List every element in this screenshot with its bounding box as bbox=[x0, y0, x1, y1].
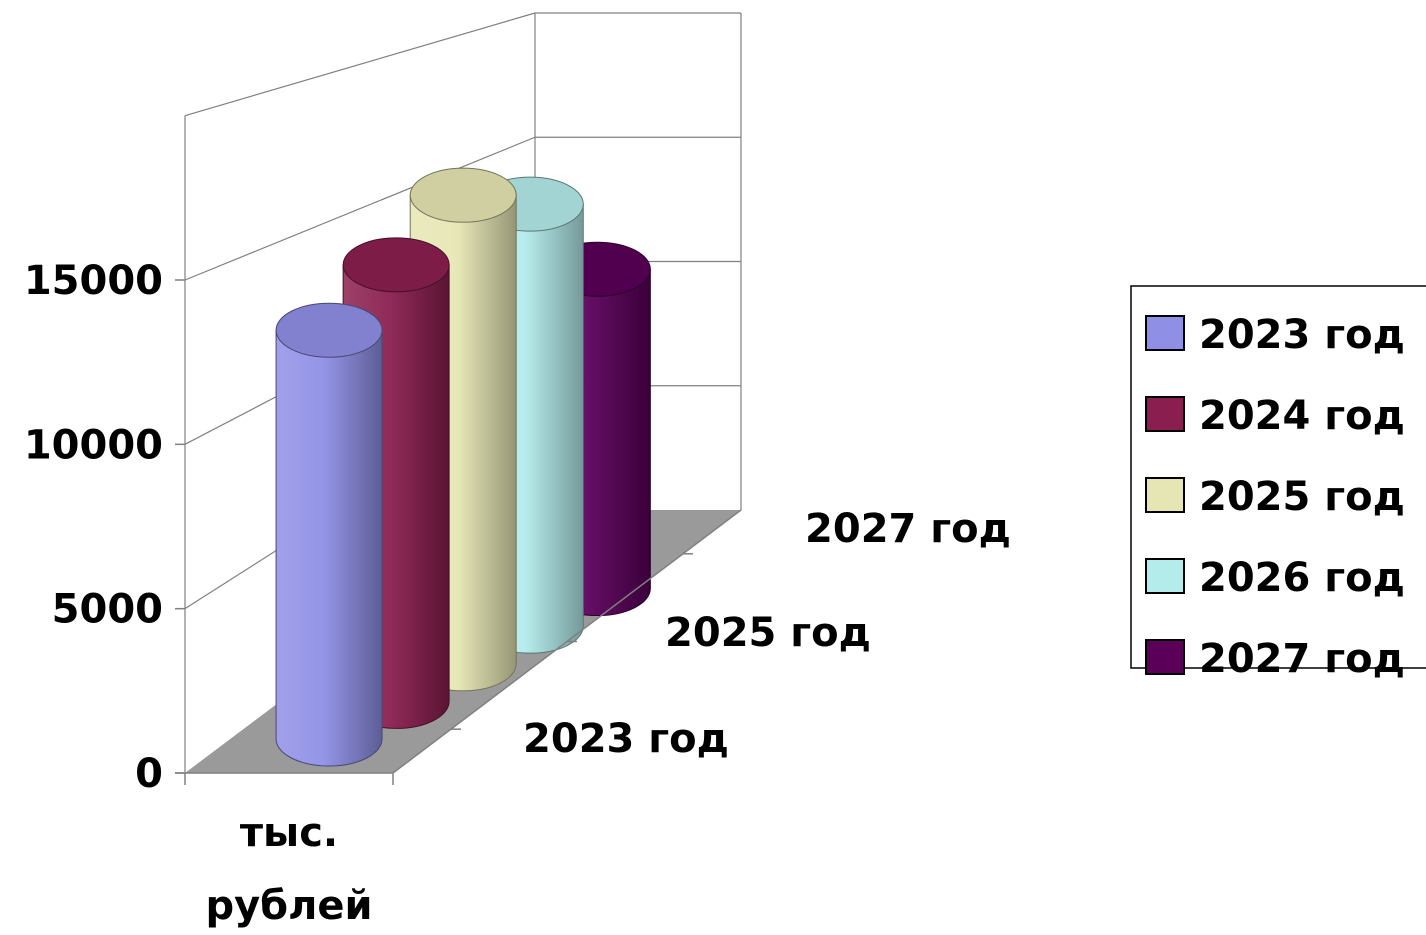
legend-entry-label: 2027 год bbox=[1199, 636, 1405, 682]
legend-entry-label: 2026 год bbox=[1199, 555, 1405, 601]
x-category-label: рублей bbox=[205, 883, 372, 929]
y-tick-label: 10000 bbox=[24, 422, 163, 468]
y-tick-label: 0 bbox=[135, 751, 163, 797]
legend-swatch bbox=[1145, 315, 1185, 351]
legend-entry-label: 2023 год bbox=[1199, 312, 1405, 358]
depth-tick-label: 2027 год bbox=[805, 506, 1011, 552]
cylinder-body bbox=[275, 329, 383, 767]
depth-tick-label: 2023 год bbox=[523, 716, 729, 762]
cylinder-top bbox=[275, 302, 383, 358]
y-tick-label: 15000 bbox=[24, 258, 163, 304]
chart-axes: 0 5000 10000 15000 2023 год 2025 год 2027 год т… bbox=[24, 258, 1011, 929]
depth-tick-label: 2025 год bbox=[665, 610, 871, 656]
legend-swatch bbox=[1145, 558, 1185, 594]
cylinder-top bbox=[342, 237, 450, 293]
cylinder-top bbox=[409, 167, 517, 223]
x-category-label: тыс. bbox=[240, 810, 338, 856]
legend-entry-label: 2024 год bbox=[1199, 393, 1405, 439]
chart-legend: 2023 год 2024 год 2025 год 2026 год 2027 год bbox=[1130, 285, 1426, 682]
gridline-left-wall bbox=[184, 136, 536, 281]
legend-entry-label: 2025 год bbox=[1199, 474, 1405, 520]
y-tick-label: 5000 bbox=[52, 587, 163, 633]
legend-swatch bbox=[1145, 639, 1185, 675]
legend-swatch bbox=[1145, 396, 1185, 432]
cylinder-bar bbox=[275, 302, 383, 767]
left-wall-top-edge bbox=[184, 12, 536, 117]
legend-swatch bbox=[1145, 477, 1185, 513]
chart-bars bbox=[275, 167, 651, 767]
